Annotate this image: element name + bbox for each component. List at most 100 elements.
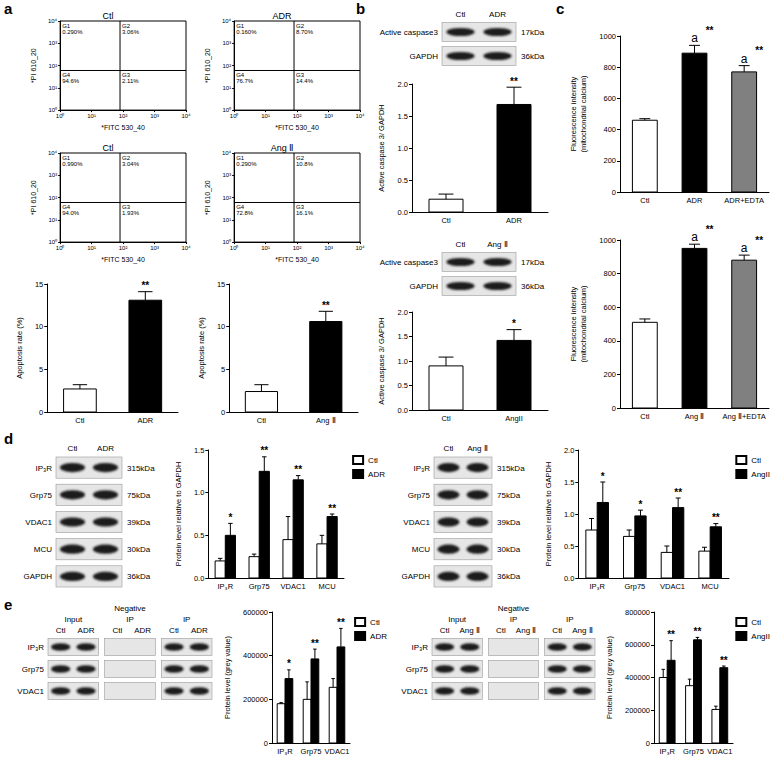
svg-text:VDAC1: VDAC1	[707, 747, 732, 756]
svg-text:a: a	[691, 230, 698, 244]
svg-text:15: 15	[217, 280, 225, 289]
svg-text:10³: 10³	[48, 172, 57, 178]
svg-text:10⁰: 10⁰	[230, 112, 239, 119]
svg-text:800: 800	[603, 269, 616, 278]
svg-text:0.0: 0.0	[398, 208, 408, 217]
svg-text:10³: 10³	[48, 40, 57, 46]
svg-text:IP₃R: IP₃R	[27, 643, 44, 652]
svg-text:IP: IP	[183, 615, 191, 624]
svg-text:10³: 10³	[324, 113, 333, 119]
svg-text:14.4%: 14.4%	[296, 78, 314, 84]
svg-text:75kDa: 75kDa	[497, 491, 521, 500]
svg-text:IP₃R: IP₃R	[35, 464, 52, 473]
svg-text:Active caspase 3/ GAPDH: Active caspase 3/ GAPDH	[377, 317, 386, 405]
svg-text:10⁰: 10⁰	[48, 106, 57, 113]
svg-text:AngII: AngII	[751, 470, 770, 479]
svg-text:Ctl: Ctl	[456, 10, 466, 19]
svg-text:AngII: AngII	[751, 632, 770, 641]
svg-text:Negative: Negative	[114, 604, 146, 613]
svg-text:VDAC1: VDAC1	[281, 582, 306, 591]
svg-text:10²: 10²	[293, 245, 302, 251]
svg-text:*: *	[639, 499, 643, 510]
svg-text:10²: 10²	[222, 63, 231, 69]
svg-text:200000: 200000	[625, 706, 650, 715]
svg-text:Ctl: Ctl	[440, 626, 450, 635]
svg-text:10²: 10²	[48, 195, 57, 201]
svg-text:IP₃R: IP₃R	[413, 464, 430, 473]
svg-text:0.0: 0.0	[398, 406, 408, 415]
svg-text:Ctl: Ctl	[112, 626, 122, 635]
svg-text:10³: 10³	[222, 172, 231, 178]
svg-text:10⁰: 10⁰	[48, 238, 57, 245]
svg-text:ADR: ADR	[687, 196, 703, 205]
svg-text:30kDa: 30kDa	[497, 545, 521, 554]
svg-text:*FITC 530_40: *FITC 530_40	[101, 124, 145, 132]
svg-text:MCU: MCU	[702, 582, 719, 591]
svg-text:0.290%: 0.290%	[236, 161, 257, 167]
svg-text:2.0: 2.0	[564, 446, 574, 455]
svg-text:1.93%: 1.93%	[122, 210, 140, 216]
svg-text:Protein level relative to GAPD: Protein level relative to GAPDH	[174, 462, 183, 567]
svg-text:Ctl: Ctl	[640, 196, 650, 205]
svg-text:GAPDH: GAPDH	[410, 52, 439, 61]
svg-text:800: 800	[603, 63, 616, 72]
svg-text:0: 0	[264, 739, 268, 748]
svg-text:Ctl: Ctl	[169, 626, 179, 635]
svg-text:Active caspase3: Active caspase3	[380, 28, 439, 37]
svg-text:*FITC 530_40: *FITC 530_40	[275, 256, 319, 264]
svg-text:10²: 10²	[222, 195, 231, 201]
svg-text:*PI 610_20: *PI 610_20	[204, 48, 212, 83]
svg-text:**: **	[510, 76, 518, 87]
svg-text:10¹: 10¹	[48, 217, 57, 223]
svg-text:10³: 10³	[150, 113, 159, 119]
svg-text:600000: 600000	[625, 640, 650, 649]
svg-text:10⁰: 10⁰	[222, 238, 231, 245]
svg-text:200000: 200000	[243, 695, 268, 704]
svg-text:VDAC1: VDAC1	[401, 687, 428, 696]
svg-text:10.8%: 10.8%	[296, 161, 314, 167]
svg-text:VDAC1: VDAC1	[660, 582, 685, 591]
svg-text:ADR: ADR	[370, 632, 387, 641]
svg-text:Ctl: Ctl	[441, 414, 451, 423]
svg-text:600: 600	[603, 94, 616, 103]
svg-text:75kDa: 75kDa	[127, 491, 151, 500]
svg-text:36kDa: 36kDa	[521, 52, 545, 61]
svg-text:0.290%: 0.290%	[62, 29, 83, 35]
svg-text:**: **	[694, 626, 702, 637]
svg-text:0: 0	[221, 408, 225, 417]
svg-text:1000: 1000	[599, 32, 616, 41]
svg-text:**: **	[755, 45, 763, 56]
svg-text:800000: 800000	[625, 608, 650, 617]
svg-text:Ctl: Ctl	[456, 240, 466, 249]
svg-text:10¹: 10¹	[87, 245, 96, 251]
svg-text:Ctl: Ctl	[56, 626, 66, 635]
svg-text:**: **	[712, 512, 720, 523]
svg-text:ADR: ADR	[97, 444, 114, 453]
svg-text:0.990%: 0.990%	[62, 161, 83, 167]
svg-text:GAPDH: GAPDH	[402, 572, 431, 581]
svg-text:Ctl: Ctl	[370, 618, 380, 627]
svg-text:Apoptosis rate (%): Apoptosis rate (%)	[15, 317, 24, 379]
svg-text:10¹: 10¹	[222, 217, 231, 223]
svg-text:*: *	[512, 318, 516, 329]
svg-text:10⁴: 10⁴	[48, 18, 58, 24]
svg-text:IP: IP	[566, 615, 574, 624]
svg-text:Input: Input	[64, 615, 83, 624]
svg-text:VDAC1: VDAC1	[17, 687, 44, 696]
svg-text:0.0: 0.0	[564, 574, 574, 583]
svg-text:94.0%: 94.0%	[62, 210, 80, 216]
svg-text:400: 400	[603, 125, 616, 134]
svg-text:Ang Ⅱ+EDTA: Ang Ⅱ+EDTA	[723, 412, 766, 421]
svg-text:Ctl: Ctl	[368, 456, 378, 465]
svg-text:a: a	[741, 241, 748, 255]
svg-text:1.0: 1.0	[398, 144, 408, 153]
svg-text:ADR: ADR	[489, 10, 506, 19]
svg-text:76.7%: 76.7%	[236, 78, 254, 84]
svg-text:1000: 1000	[599, 236, 616, 245]
svg-text:10⁴: 10⁴	[181, 245, 191, 251]
svg-text:10⁰: 10⁰	[222, 106, 231, 113]
svg-text:Ctl: Ctl	[103, 143, 114, 153]
svg-text:a: a	[691, 31, 698, 45]
svg-text:*FITC 530_40: *FITC 530_40	[275, 124, 319, 132]
svg-text:Ctl: Ctl	[751, 456, 761, 465]
